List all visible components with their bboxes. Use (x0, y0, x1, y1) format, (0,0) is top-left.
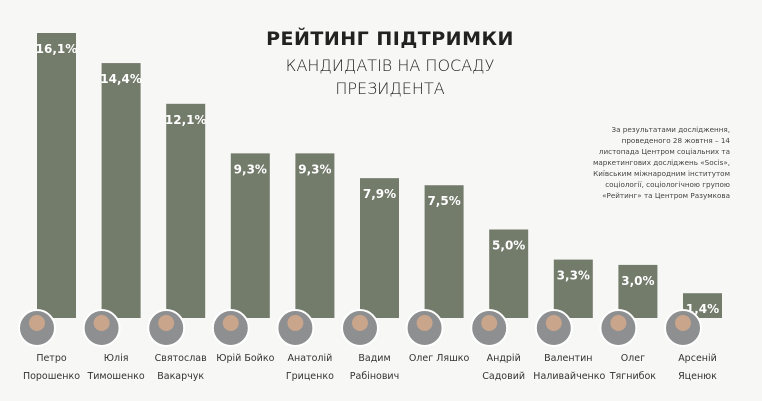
value-label: 9,3% (298, 162, 331, 176)
photo-face (675, 315, 691, 331)
photo-face (545, 315, 562, 331)
value-label: 16,1% (36, 42, 78, 56)
bar (101, 63, 141, 318)
photo-face (481, 315, 498, 331)
category-label: Анатолій Гриценко (285, 353, 334, 382)
value-label: 5,0% (492, 238, 525, 252)
bar (166, 103, 206, 318)
category-label: Святослав Вакарчук (154, 353, 207, 382)
bar (360, 178, 399, 318)
value-label: 7,9% (363, 187, 396, 201)
category-label: Петро Порошенко (22, 353, 81, 382)
bar (553, 259, 593, 318)
photo-face (610, 315, 627, 331)
photo-face (93, 315, 110, 331)
value-label: 12,1% (165, 113, 207, 127)
annotation: За результатами дослідження, проведеного… (592, 125, 730, 200)
bar (489, 229, 529, 318)
chart-title: РЕЙТИНГ ПІДТРИМКИ (266, 28, 514, 50)
category-label: Юлія Тимошенко (87, 353, 145, 382)
category-label: Андрій Садовий (482, 353, 526, 382)
value-label: 14,4% (100, 72, 142, 86)
bar (618, 264, 658, 318)
photo-face (222, 315, 239, 331)
category-label: Арсеній Яценюк (678, 353, 717, 382)
value-label: 9,3% (234, 162, 267, 176)
bar (295, 153, 335, 318)
value-label: 3,0% (621, 274, 654, 288)
category-label: Валентин Наливайченко (533, 353, 606, 382)
photo-face (29, 315, 45, 331)
bar (424, 185, 464, 318)
bar (37, 33, 76, 318)
category-label: Олег Тягнибок (609, 353, 657, 382)
photo-face (287, 315, 304, 331)
photo-face (352, 315, 368, 331)
photo-face (158, 315, 175, 331)
category-label: Вадим Рабінович (349, 353, 400, 382)
value-label: 3,3% (557, 269, 590, 283)
value-label: 7,5% (427, 194, 460, 208)
photo-face (416, 315, 433, 331)
chart-subtitle: КАНДИДАТІВ НА ПОСАДУ ПРЕЗИДЕНТА (285, 56, 495, 98)
bar (230, 153, 270, 318)
category-label: Юрій Бойко (216, 353, 275, 364)
category-label: Олег Ляшко (408, 353, 470, 364)
